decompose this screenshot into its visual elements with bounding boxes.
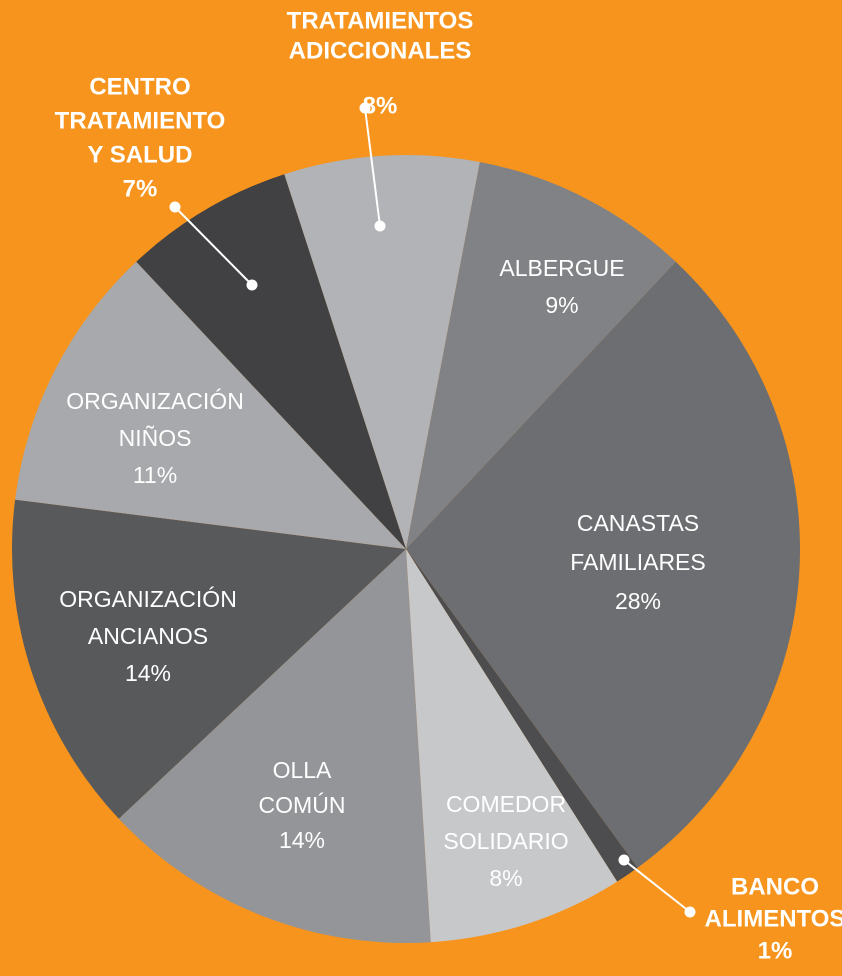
slice-label: TRATAMIENTO bbox=[55, 107, 226, 134]
slice-label: ADICCIONALES bbox=[289, 37, 472, 64]
value-label: 28% bbox=[615, 588, 661, 614]
leader-dot bbox=[618, 854, 630, 866]
value-label: 11% bbox=[133, 462, 177, 488]
value-label: 8% bbox=[489, 865, 522, 891]
pie-slice bbox=[118, 549, 431, 943]
leader-dot bbox=[246, 279, 258, 291]
leader-line bbox=[364, 107, 381, 227]
leader-line bbox=[623, 859, 691, 913]
pie-slice bbox=[15, 261, 406, 549]
slice-label: CANASTAS bbox=[577, 510, 699, 536]
slice-label: NIÑOS bbox=[119, 425, 192, 451]
leader-dot bbox=[684, 906, 696, 918]
slice-label: COMÚN bbox=[259, 792, 346, 818]
pie-slice bbox=[406, 161, 676, 549]
slice-label: ALBERGUE bbox=[499, 255, 624, 281]
leader-lines bbox=[169, 102, 696, 918]
slice-label: BANCO bbox=[731, 873, 819, 900]
leader-dot bbox=[359, 102, 371, 114]
labels: TRATAMIENTOS ADICCIONALES 8% ALBERGUE 9% CANA… bbox=[55, 7, 842, 964]
slice-label: SOLIDARIO bbox=[443, 828, 568, 854]
value-label: 1% bbox=[758, 937, 793, 964]
pie bbox=[11, 154, 800, 943]
pie-slice bbox=[284, 154, 480, 549]
value-label: 14% bbox=[279, 827, 325, 853]
pie-slice bbox=[406, 261, 800, 868]
slice-label: ORGANIZACIÓN bbox=[66, 388, 244, 414]
pie-slice bbox=[11, 499, 407, 819]
slice-label: ALIMENTOS bbox=[705, 905, 842, 932]
pie-slice bbox=[406, 549, 638, 882]
slice-label: COMEDOR bbox=[446, 791, 566, 817]
slice-label: Y SALUD bbox=[88, 141, 193, 168]
slice-label: OLLA bbox=[273, 757, 332, 783]
leader-dot bbox=[169, 201, 181, 213]
value-label: 7% bbox=[123, 175, 158, 202]
leader-dot bbox=[374, 220, 386, 232]
value-label: 8% bbox=[363, 92, 398, 119]
pie-slice bbox=[406, 549, 618, 943]
slice-label: ANCIANOS bbox=[88, 623, 208, 649]
slice-label: CENTRO bbox=[89, 73, 190, 100]
slice-label: TRATAMIENTOS bbox=[287, 7, 474, 34]
slice-label: ORGANIZACIÓN bbox=[59, 586, 237, 612]
value-label: 9% bbox=[545, 292, 578, 318]
slice-label: FAMILIARES bbox=[570, 549, 705, 575]
pie-slice bbox=[136, 174, 406, 549]
leader-line bbox=[174, 206, 253, 286]
value-label: 14% bbox=[125, 660, 171, 686]
